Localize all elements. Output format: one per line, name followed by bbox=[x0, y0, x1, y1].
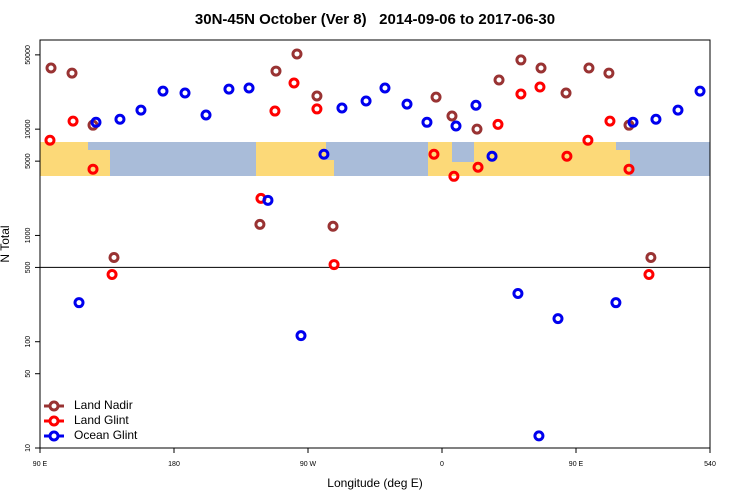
point bbox=[87, 163, 99, 175]
point bbox=[327, 220, 339, 232]
point bbox=[450, 120, 462, 132]
point bbox=[254, 218, 266, 230]
point bbox=[492, 118, 504, 130]
point bbox=[108, 252, 120, 264]
y-tick-label: 10 bbox=[25, 444, 32, 452]
y-tick-label: 50 bbox=[25, 370, 32, 378]
point bbox=[472, 161, 484, 173]
point bbox=[533, 430, 545, 442]
point bbox=[200, 109, 212, 121]
point bbox=[328, 259, 340, 271]
point bbox=[623, 163, 635, 175]
x-tick-label: 0 bbox=[440, 461, 444, 468]
point bbox=[672, 104, 684, 116]
point bbox=[470, 99, 482, 111]
point bbox=[90, 116, 102, 128]
point bbox=[336, 102, 348, 114]
x-tick-label: 90 E bbox=[569, 461, 584, 468]
point bbox=[114, 113, 126, 125]
point bbox=[270, 65, 282, 77]
x-tick-label: 90 E bbox=[33, 461, 48, 468]
point bbox=[493, 74, 505, 86]
point bbox=[582, 134, 594, 146]
point bbox=[535, 62, 547, 74]
point bbox=[448, 170, 460, 182]
point bbox=[583, 62, 595, 74]
y-tick-label: 100 bbox=[25, 336, 32, 348]
point bbox=[552, 313, 564, 325]
point bbox=[66, 67, 78, 79]
y-tick-label: 10000 bbox=[25, 119, 32, 139]
point bbox=[379, 82, 391, 94]
point bbox=[627, 116, 639, 128]
legend-marker bbox=[48, 430, 60, 442]
point bbox=[515, 54, 527, 66]
y-tick-label: 50000 bbox=[25, 45, 32, 65]
x-tick-label: 540 bbox=[704, 461, 716, 468]
point bbox=[135, 104, 147, 116]
point bbox=[223, 83, 235, 95]
map-strip bbox=[40, 142, 710, 176]
point bbox=[446, 110, 458, 122]
point bbox=[561, 150, 573, 162]
point bbox=[428, 148, 440, 160]
y-tick-label: 5000 bbox=[25, 153, 32, 169]
point bbox=[318, 148, 330, 160]
point bbox=[560, 87, 572, 99]
point bbox=[288, 77, 300, 89]
point bbox=[179, 87, 191, 99]
point bbox=[360, 95, 372, 107]
point bbox=[650, 113, 662, 125]
plot-frame bbox=[39, 39, 711, 449]
y-axis-label: N Total bbox=[0, 225, 12, 262]
y-tick-label: 500 bbox=[25, 261, 32, 273]
point bbox=[262, 194, 274, 206]
point bbox=[311, 90, 323, 102]
point bbox=[401, 98, 413, 110]
point bbox=[106, 268, 118, 280]
point bbox=[430, 91, 442, 103]
point bbox=[512, 288, 524, 300]
point bbox=[73, 297, 85, 309]
point bbox=[486, 150, 498, 162]
point bbox=[243, 82, 255, 94]
point bbox=[610, 297, 622, 309]
point bbox=[421, 116, 433, 128]
point bbox=[643, 268, 655, 280]
point bbox=[603, 67, 615, 79]
y-tick-label: 1000 bbox=[25, 228, 32, 244]
point bbox=[515, 88, 527, 100]
point bbox=[604, 115, 616, 127]
point bbox=[471, 123, 483, 135]
point bbox=[291, 48, 303, 60]
point bbox=[269, 105, 281, 117]
legend-marker bbox=[48, 400, 60, 412]
point bbox=[295, 330, 307, 342]
x-tick-label: 90 W bbox=[300, 461, 317, 468]
point bbox=[45, 62, 57, 74]
legend-label: Land Glint bbox=[74, 413, 129, 427]
point bbox=[311, 103, 323, 115]
x-tick-label: 180 bbox=[168, 461, 180, 468]
point bbox=[534, 81, 546, 93]
point bbox=[44, 134, 56, 146]
legend-label: Ocean Glint bbox=[74, 428, 138, 442]
x-axis-label: Longitude (deg E) bbox=[327, 476, 422, 490]
legend-marker bbox=[48, 415, 60, 427]
point bbox=[157, 85, 169, 97]
legend-label: Land Nadir bbox=[74, 398, 133, 412]
point bbox=[67, 115, 79, 127]
point bbox=[694, 85, 706, 97]
point bbox=[645, 252, 657, 264]
chart-title: 30N-45N October (Ver 8) 2014-09-06 to 20… bbox=[195, 11, 555, 28]
